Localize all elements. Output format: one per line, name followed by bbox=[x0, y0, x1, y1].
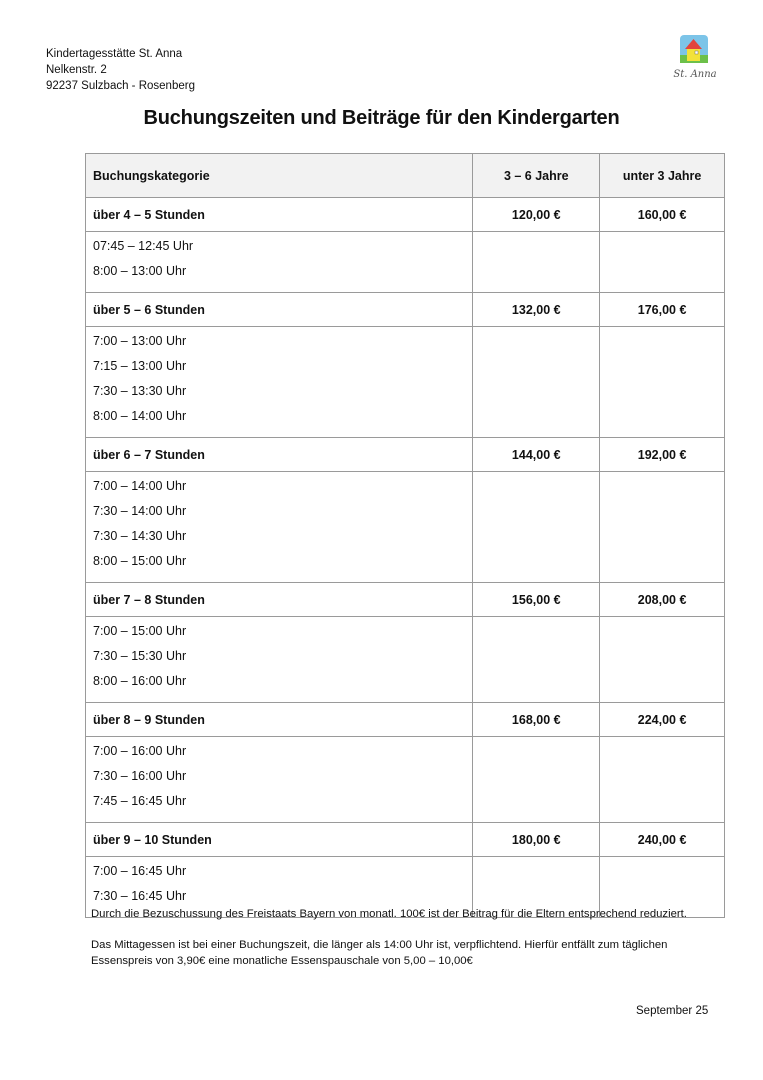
price-under-3: 176,00 € bbox=[599, 292, 725, 327]
time-slots: 7:00 – 16:45 Uhr 7:30 – 16:45 Uhr bbox=[84, 856, 474, 918]
time-slots: 7:00 – 15:00 Uhr 7:30 – 15:30 Uhr 8:00 – 1… bbox=[84, 616, 474, 703]
time-slot: 7:00 – 14:00 Uhr bbox=[93, 479, 187, 493]
empty-cell bbox=[472, 616, 601, 703]
price-3-6: 180,00 € bbox=[472, 822, 601, 857]
time-slot: 7:30 – 13:30 Uhr bbox=[93, 384, 187, 398]
price-3-6: 168,00 € bbox=[472, 702, 601, 737]
price-under-3: 224,00 € bbox=[599, 702, 725, 737]
price-under-3: 192,00 € bbox=[599, 437, 725, 472]
time-slot: 7:30 – 15:30 Uhr bbox=[93, 649, 187, 663]
address-block: Kindertagesstätte St. Anna Nelkenstr. 2 … bbox=[46, 46, 195, 94]
table-header-row: Buchungskategorie 3 – 6 Jahre unter 3 Ja… bbox=[84, 153, 725, 198]
time-slot: 8:00 – 13:00 Uhr bbox=[93, 264, 187, 278]
address-line: 92237 Sulzbach - Rosenberg bbox=[46, 80, 195, 92]
page-title: Buchungszeiten und Beiträge für den Kind… bbox=[143, 107, 620, 129]
times-row: 7:00 – 16:00 Uhr 7:30 – 16:00 Uhr 7:45 – 1… bbox=[84, 736, 725, 823]
price-under-3: 160,00 € bbox=[599, 197, 725, 232]
category-label: über 6 – 7 Stunden bbox=[84, 437, 474, 472]
category-label: über 5 – 6 Stunden bbox=[84, 292, 474, 327]
address-line: Kindertagesstätte St. Anna bbox=[46, 48, 183, 60]
svg-text:St. Anna: St. Anna bbox=[673, 69, 716, 80]
category-label: über 8 – 9 Stunden bbox=[84, 702, 474, 737]
empty-cell bbox=[472, 231, 601, 293]
time-slot: 7:30 – 14:00 Uhr bbox=[93, 504, 187, 518]
empty-cell bbox=[472, 471, 601, 583]
subsidy-note: Durch die Bezuschussung des Freistaats B… bbox=[91, 908, 687, 920]
category-row: über 7 – 8 Stunden 156,00 € 208,00 € bbox=[84, 582, 725, 617]
category-row: über 9 – 10 Stunden 180,00 € 240,00 € bbox=[84, 822, 725, 857]
category-row: über 8 – 9 Stunden 168,00 € 224,00 € bbox=[84, 702, 725, 737]
category-label: über 9 – 10 Stunden bbox=[84, 822, 474, 857]
times-row: 7:00 – 13:00 Uhr 7:15 – 13:00 Uhr 7:30 – 1… bbox=[84, 326, 725, 438]
time-slot: 7:00 – 16:00 Uhr bbox=[93, 744, 187, 758]
price-3-6: 132,00 € bbox=[472, 292, 601, 327]
fee-table: Buchungskategorie 3 – 6 Jahre unter 3 Ja… bbox=[84, 153, 725, 918]
footer-date: September 25 bbox=[636, 1005, 709, 1017]
times-row: 7:00 – 15:00 Uhr 7:30 – 15:30 Uhr 8:00 – 1… bbox=[84, 616, 725, 703]
empty-cell bbox=[599, 616, 725, 703]
price-under-3: 240,00 € bbox=[599, 822, 725, 857]
time-slots: 07:45 – 12:45 Uhr 8:00 – 13:00 Uhr bbox=[84, 231, 474, 293]
time-slots: 7:00 – 16:00 Uhr 7:30 – 16:00 Uhr 7:45 – 1… bbox=[84, 736, 474, 823]
category-row: über 4 – 5 Stunden 120,00 € 160,00 € bbox=[84, 197, 725, 232]
empty-cell bbox=[599, 471, 725, 583]
address-line: Nelkenstr. 2 bbox=[46, 64, 107, 76]
category-label: über 4 – 5 Stunden bbox=[84, 197, 474, 232]
price-3-6: 144,00 € bbox=[472, 437, 601, 472]
empty-cell bbox=[599, 856, 725, 918]
price-3-6: 156,00 € bbox=[472, 582, 601, 617]
time-slots: 7:00 – 13:00 Uhr 7:15 – 13:00 Uhr 7:30 – 1… bbox=[84, 326, 474, 438]
time-slot: 7:00 – 16:45 Uhr bbox=[93, 864, 187, 878]
empty-cell bbox=[599, 736, 725, 823]
times-row: 07:45 – 12:45 Uhr 8:00 – 13:00 Uhr bbox=[84, 231, 725, 293]
lunch-note: Das Mittagessen ist bei einer Buchungsze… bbox=[91, 939, 668, 967]
header-under-3: unter 3 Jahre bbox=[599, 153, 725, 198]
time-slot: 8:00 – 15:00 Uhr bbox=[93, 554, 187, 568]
time-slot: 7:30 – 16:45 Uhr bbox=[93, 889, 187, 903]
price-under-3: 208,00 € bbox=[599, 582, 725, 617]
empty-cell bbox=[472, 736, 601, 823]
category-row: über 6 – 7 Stunden 144,00 € 192,00 € bbox=[84, 437, 725, 472]
header-category: Buchungskategorie bbox=[84, 153, 474, 198]
category-row: über 5 – 6 Stunden 132,00 € 176,00 € bbox=[84, 292, 725, 327]
time-slot: 7:00 – 13:00 Uhr bbox=[93, 334, 187, 348]
price-3-6: 120,00 € bbox=[472, 197, 601, 232]
header-3-6: 3 – 6 Jahre bbox=[472, 153, 601, 198]
time-slot: 7:30 – 16:00 Uhr bbox=[93, 769, 187, 783]
empty-cell bbox=[472, 326, 601, 438]
time-slot: 07:45 – 12:45 Uhr bbox=[93, 239, 194, 253]
time-slot: 8:00 – 14:00 Uhr bbox=[93, 409, 187, 423]
time-slots: 7:00 – 14:00 Uhr 7:30 – 14:00 Uhr 7:30 – 1… bbox=[84, 471, 474, 583]
category-label: über 7 – 8 Stunden bbox=[84, 582, 474, 617]
time-slot: 7:15 – 13:00 Uhr bbox=[93, 359, 187, 373]
empty-cell bbox=[599, 231, 725, 293]
st-anna-logo: St. Anna bbox=[673, 35, 717, 80]
times-row: 7:00 – 16:45 Uhr 7:30 – 16:45 Uhr bbox=[84, 856, 725, 918]
time-slot: 8:00 – 16:00 Uhr bbox=[93, 674, 187, 688]
time-slot: 7:00 – 15:00 Uhr bbox=[93, 624, 187, 638]
times-row: 7:00 – 14:00 Uhr 7:30 – 14:00 Uhr 7:30 – 1… bbox=[84, 471, 725, 583]
empty-cell bbox=[599, 326, 725, 438]
time-slot: 7:30 – 14:30 Uhr bbox=[93, 529, 187, 543]
time-slot: 7:45 – 16:45 Uhr bbox=[93, 794, 187, 808]
